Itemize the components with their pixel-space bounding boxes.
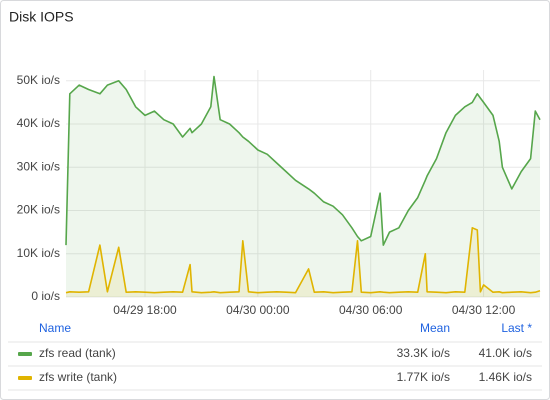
- legend-stat: 1.46K io/s: [479, 370, 532, 384]
- x-tick-label: 04/30 12:00: [452, 303, 516, 317]
- legend-header: Name: [39, 321, 71, 335]
- y-tick-label: 20K io/s: [17, 203, 60, 217]
- x-tick-label: 04/30 00:00: [226, 303, 290, 317]
- legend-name[interactable]: zfs read (tank): [39, 346, 116, 360]
- legend-name[interactable]: zfs write (tank): [39, 370, 117, 384]
- series-line: [65, 75, 541, 246]
- y-tick-label: 10K io/s: [17, 246, 60, 260]
- y-tick-label: 30K io/s: [17, 159, 60, 173]
- y-tick-label: 0 io/s: [31, 289, 60, 303]
- panel-title: Disk IOPS: [9, 9, 74, 25]
- legend-header: Mean: [420, 321, 450, 335]
- x-tick-label: 04/29 18:00: [113, 303, 177, 317]
- y-tick-label: 50K io/s: [17, 73, 60, 87]
- legend-stat: 41.0K io/s: [479, 346, 532, 360]
- y-tick-label: 40K io/s: [17, 116, 60, 130]
- legend-stat: 1.77K io/s: [397, 370, 450, 384]
- legend-swatch: [18, 376, 32, 380]
- series-area: [66, 227, 540, 297]
- series-area: [66, 76, 540, 297]
- x-tick-label: 04/30 06:00: [339, 303, 403, 317]
- legend-header: Last *: [501, 321, 532, 335]
- legend-swatch: [18, 352, 32, 356]
- legend: Name Mean Last * zfs read (tank) 33.3K io/s 4…: [8, 321, 542, 391]
- series-line: [65, 227, 541, 294]
- plot-area: 0 io/s 10K io/s 20K io/s 30K io/s 40K io/s 50…: [17, 70, 541, 317]
- legend-stat: 33.3K io/s: [397, 346, 450, 360]
